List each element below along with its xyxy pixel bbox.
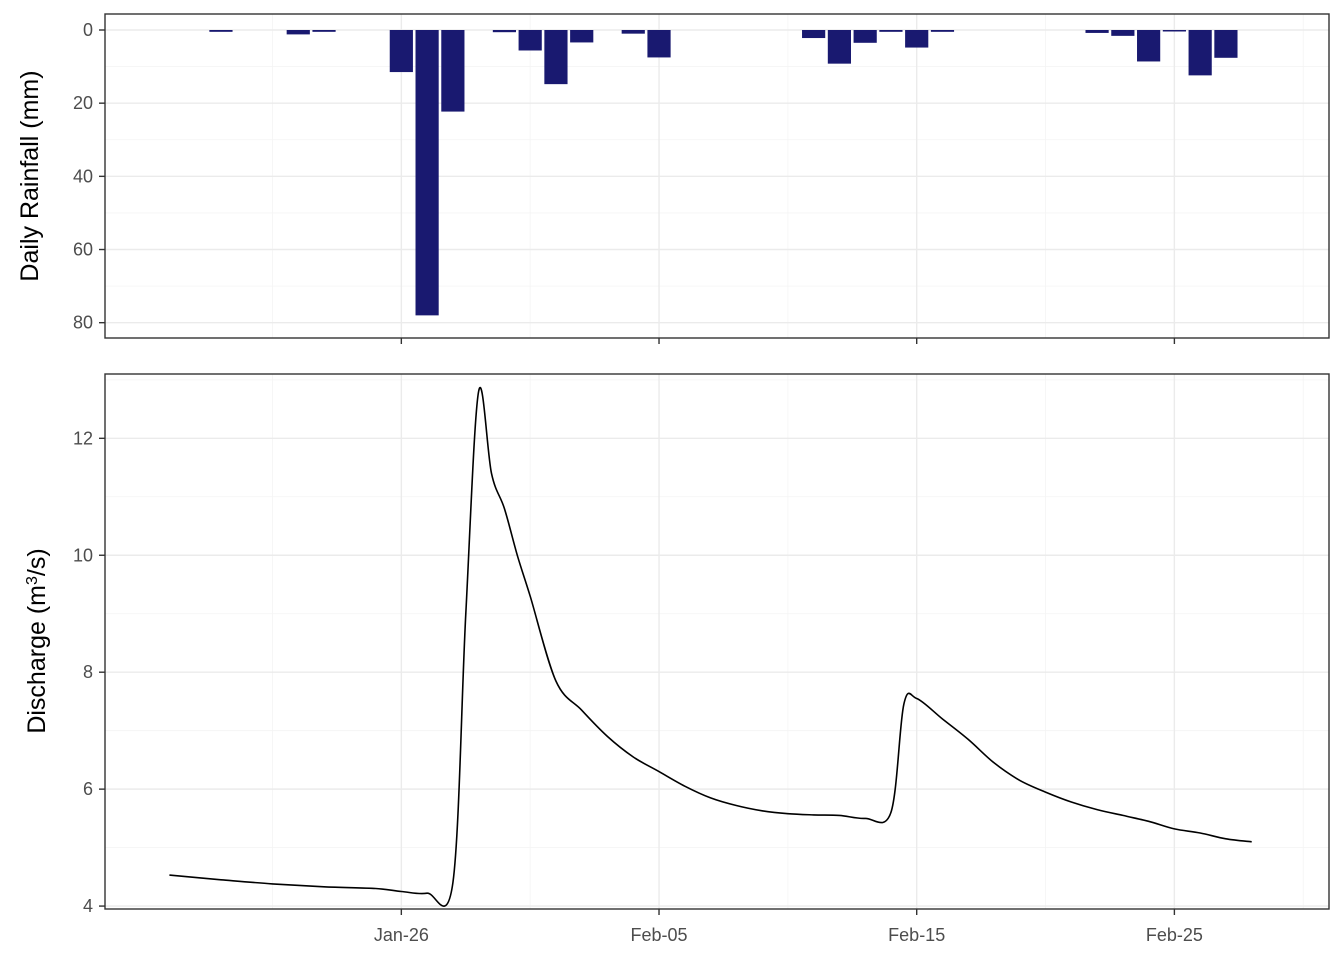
discharge-line bbox=[169, 387, 1252, 907]
rainfall-gridlines bbox=[105, 14, 1329, 338]
discharge-panel-border bbox=[104, 373, 1330, 910]
discharge-y-axis-title-superscript: 3 bbox=[24, 576, 41, 585]
rainfall-y-axis-title: Daily Rainfall (mm) bbox=[16, 70, 44, 281]
discharge-y-axis-title: Discharge (m3/s) bbox=[23, 548, 51, 733]
rainfall-bar bbox=[621, 30, 645, 34]
rainfall-bar bbox=[853, 30, 877, 43]
rainfall-x-ticks bbox=[400, 338, 1176, 344]
x-tick-label: Feb-15 bbox=[888, 925, 945, 945]
discharge-y-axis-title-end: /s) bbox=[23, 548, 51, 576]
rainfall-bar bbox=[802, 30, 826, 39]
rainfall-bar bbox=[647, 30, 671, 58]
rainfall-bar bbox=[415, 30, 439, 316]
discharge-y-axis-title-base: Discharge (m bbox=[23, 585, 51, 734]
discharge-y-tick-label: 8 bbox=[83, 662, 93, 682]
rainfall-bar bbox=[879, 30, 903, 32]
rainfall-bar bbox=[930, 30, 955, 32]
rainfall-bar bbox=[312, 30, 336, 32]
rainfall-bar bbox=[389, 30, 413, 73]
rainfall-y-axis: 0 20 40 60 80 bbox=[73, 20, 105, 333]
rainfall-bar bbox=[1162, 30, 1186, 32]
rainfall-y-tick-label: 80 bbox=[73, 313, 93, 333]
rainfall-panel: 0 20 40 60 80 Daily Rainfall (mm) bbox=[16, 13, 1330, 344]
discharge-panel-background bbox=[105, 374, 1329, 909]
rainfall-y-tick-label: 40 bbox=[73, 166, 93, 186]
rainfall-y-tick-label: 60 bbox=[73, 240, 93, 260]
rainfall-bar bbox=[905, 30, 929, 48]
x-tick-label: Feb-05 bbox=[630, 925, 687, 945]
discharge-gridlines bbox=[105, 374, 1329, 909]
rainfall-bar bbox=[544, 30, 568, 85]
x-tick-label: Feb-25 bbox=[1146, 925, 1203, 945]
rainfall-bar bbox=[209, 30, 233, 32]
discharge-panel: 4 6 8 10 12 Jan-26 Feb-05 Feb-15 Feb-25 Dischar… bbox=[23, 373, 1330, 945]
x-tick-label: Jan-26 bbox=[374, 925, 429, 945]
rainfall-bar bbox=[1214, 30, 1238, 58]
rainfall-bar bbox=[441, 30, 465, 112]
discharge-y-tick-label: 10 bbox=[73, 545, 93, 565]
rainfall-bar bbox=[827, 30, 851, 64]
rainfall-bar bbox=[570, 30, 594, 43]
discharge-x-axis: Jan-26 Feb-05 Feb-15 Feb-25 bbox=[374, 909, 1203, 945]
rainfall-bar bbox=[1085, 30, 1109, 33]
discharge-y-tick-label: 12 bbox=[73, 428, 93, 448]
discharge-y-tick-label: 4 bbox=[83, 896, 93, 916]
rainfall-bar bbox=[1188, 30, 1212, 76]
rainfall-y-tick-label: 20 bbox=[73, 93, 93, 113]
rainfall-bar bbox=[492, 30, 517, 33]
rainfall-bar bbox=[518, 30, 542, 51]
rainfall-bar bbox=[1111, 30, 1135, 36]
discharge-y-tick-label: 6 bbox=[83, 779, 93, 799]
rainfall-bar bbox=[286, 30, 310, 35]
discharge-y-axis: 4 6 8 10 12 bbox=[73, 428, 105, 916]
rainfall-bars bbox=[209, 30, 1238, 316]
rainfall-y-tick-label: 0 bbox=[83, 20, 93, 40]
rainfall-bar bbox=[1137, 30, 1161, 62]
